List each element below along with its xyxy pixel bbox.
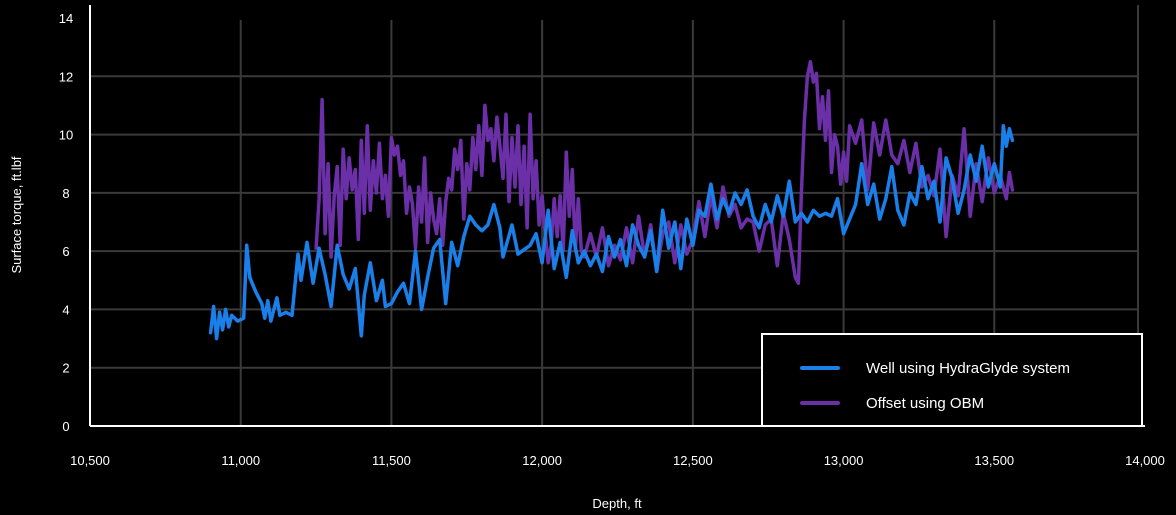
x-tick-label: 10,500 [70,453,110,468]
legend-label-hydraglyde: Well using HydraGlyde system [866,360,1070,377]
legend-label-obm: Offset using OBM [866,395,984,412]
x-tick-label: 13,500 [974,453,1014,468]
legend: Well using HydraGlyde system Offset usin… [761,333,1143,427]
x-tick-label: 11,000 [221,453,260,468]
x-tick-label: 14,000 [1125,453,1165,468]
x-tick-label: 13,000 [824,453,864,468]
y-tick-label: 14 [59,11,73,26]
y-tick-label: 4 [62,302,69,317]
series-line-hydraglyde [208,124,1015,341]
y-tick-label: 2 [62,361,69,376]
y-tick-labels: 0 2 4 6 8 10 12 14 [59,11,73,434]
y-tick-label: 10 [59,128,73,143]
x-tick-label: 12,500 [673,453,713,468]
legend-box [761,333,1143,427]
series-lines [208,59,1015,341]
x-tick-label: 11,500 [372,453,411,468]
y-tick-label: 6 [62,244,69,259]
x-axis-title: Depth, ft [592,496,642,511]
y-tick-label: 12 [59,69,73,84]
y-axis-title: Surface torque, ft.lbf [9,156,24,273]
series-line-obm [314,59,1015,285]
y-tick-label: 0 [62,419,69,434]
x-tick-label: 12,000 [522,453,562,468]
y-tick-label: 8 [62,186,69,201]
x-tick-labels: 10,500 11,000 11,500 12,000 12,500 13,000 13,5… [70,453,1165,468]
